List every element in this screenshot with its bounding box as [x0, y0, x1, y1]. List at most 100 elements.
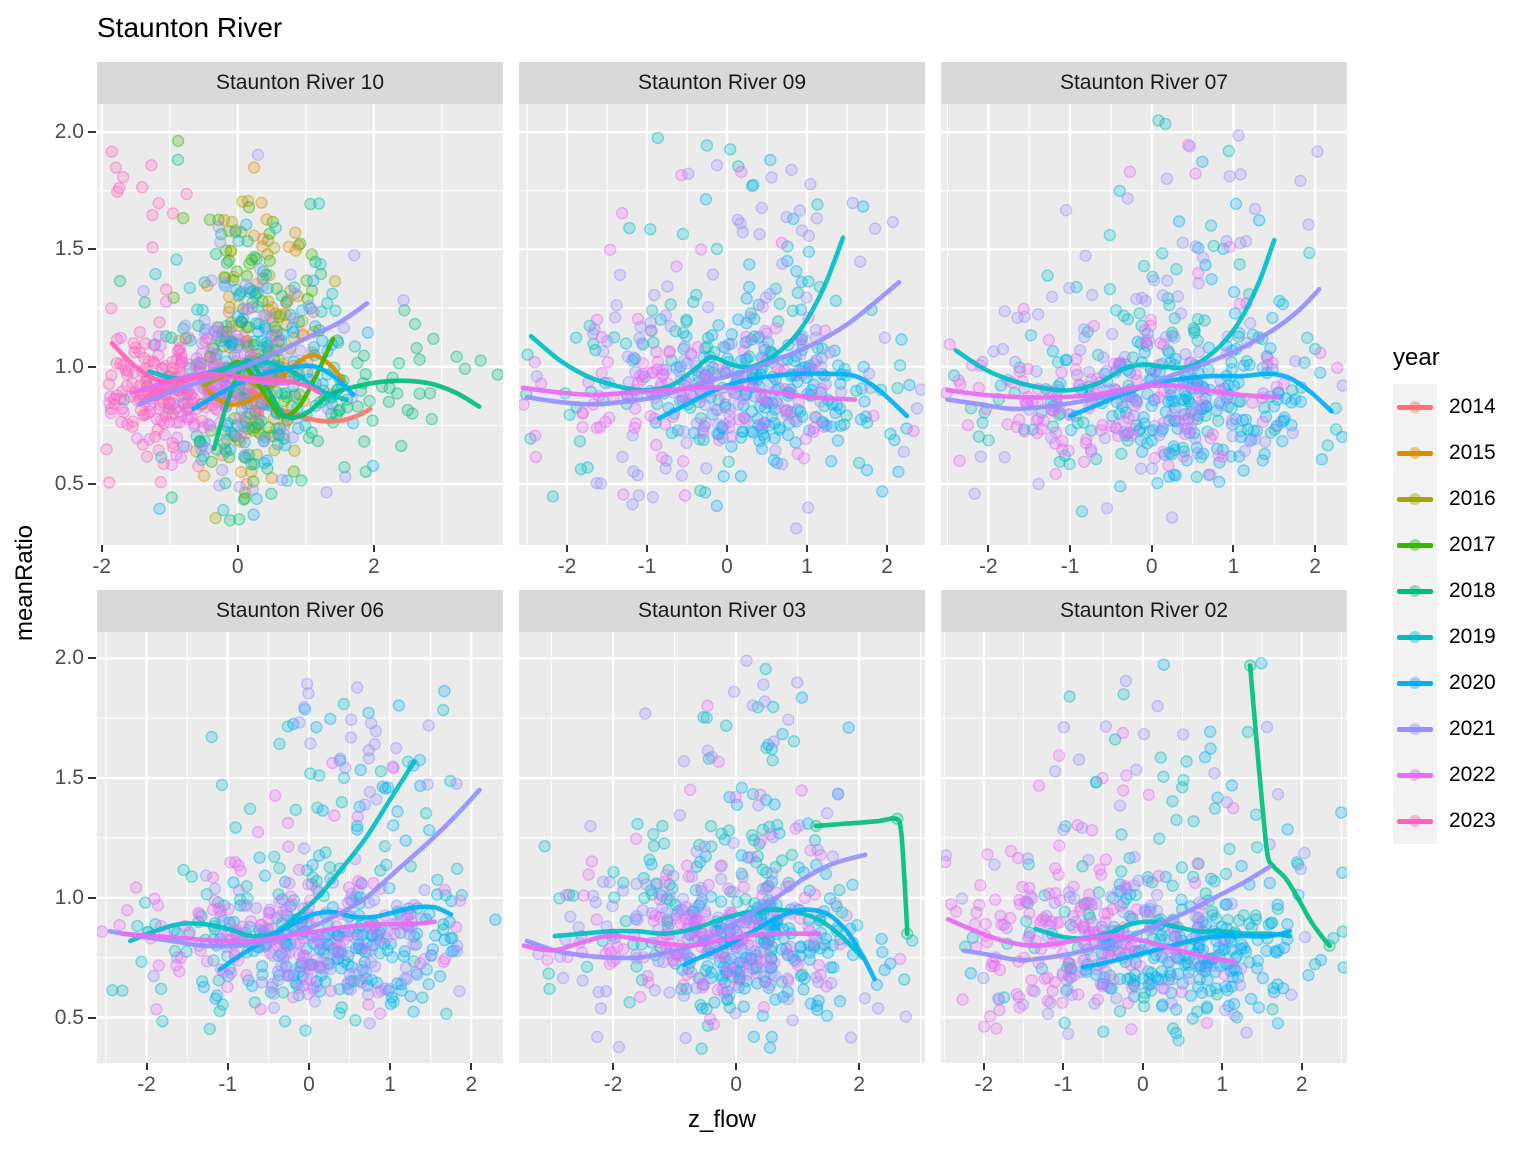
legend-label: 2015 [1449, 441, 1496, 464]
x-tick-label: -2 [557, 555, 577, 578]
y-tick-label: 0.5 [54, 1005, 84, 1029]
legend-point-icon [1409, 631, 1421, 643]
legend-line-icon [1397, 773, 1433, 778]
x-tick-label: -1 [637, 555, 657, 578]
x-tick-label: 1 [1227, 555, 1240, 578]
x-tick-label: 0 [231, 555, 244, 578]
x-axis-title: z_flow [687, 1106, 757, 1133]
legend-label: 2017 [1449, 533, 1496, 556]
scatter-points-2020 [168, 684, 502, 1018]
x-tick-label: 0 [721, 555, 733, 578]
scatter-points-2020 [645, 691, 897, 1054]
scatter-points-2020 [643, 153, 916, 513]
legend-item-2019: 2019 [1393, 614, 1536, 660]
x-tick-mark [372, 545, 375, 552]
x-tick-mark [646, 545, 648, 552]
facet-panel-svg [519, 104, 925, 545]
smooth-line-2018 [813, 816, 910, 936]
facet-panel-svg [941, 632, 1347, 1063]
x-tick-mark [886, 545, 888, 552]
x-tick-mark [1221, 1063, 1224, 1070]
x-tick-label: 2 [853, 1073, 866, 1096]
legend-key-swatch [1393, 384, 1437, 430]
x-tick-label: 2 [881, 555, 893, 578]
facet-panel-svg [97, 632, 503, 1063]
legend-line-icon [1397, 819, 1433, 824]
legend-point-icon [1409, 585, 1421, 597]
legend-line-icon [1397, 405, 1433, 410]
x-tick-mark [1300, 1063, 1303, 1070]
x-tick-label: 0 [1136, 1073, 1149, 1096]
legend-item-2014: 2014 [1393, 384, 1536, 430]
x-tick-mark [858, 1063, 861, 1070]
x-tick-label: 0 [303, 1073, 315, 1096]
legend-point-icon [1409, 723, 1421, 735]
legend-line-icon [1397, 497, 1433, 502]
legend-key-swatch [1393, 476, 1437, 522]
facet-strip: Staunton River 06 [97, 590, 503, 632]
legend-item-2015: 2015 [1393, 430, 1536, 476]
x-tick-mark [1062, 1063, 1065, 1070]
x-tick-label: 1 [801, 555, 813, 578]
y-tick-mark [88, 657, 96, 660]
facet-panel-svg [941, 104, 1347, 545]
smooth-line-2019 [953, 237, 1277, 393]
legend-title: year [1393, 344, 1440, 371]
x-tick-mark [1141, 1063, 1144, 1070]
legend-key-swatch [1393, 798, 1437, 844]
smooth-line-2020 [681, 907, 877, 982]
x-tick-mark [612, 1063, 615, 1070]
x-tick-label: 1 [384, 1073, 396, 1096]
legend-key-swatch [1393, 522, 1437, 568]
smooth-line-2023 [109, 341, 322, 395]
legend-label: 2023 [1449, 809, 1496, 832]
legend-point-icon [1409, 401, 1421, 413]
legend-label: 2018 [1449, 579, 1496, 602]
scatter-points-2019 [538, 662, 919, 1055]
legend: year 2014 2015 2016 2017 2018 2019 2020 2021 202… [1393, 344, 1536, 844]
legend-item-2017: 2017 [1393, 522, 1536, 568]
legend-item-2023: 2023 [1393, 798, 1536, 844]
smooth-line-2022 [119, 919, 438, 944]
legend-key-swatch [1393, 706, 1437, 752]
y-tick-mark [88, 1016, 96, 1019]
legend-label: 2019 [1449, 625, 1496, 648]
facet-strip-label: Staunton River 06 [215, 599, 385, 622]
legend-item-2021: 2021 [1393, 706, 1536, 752]
y-tick-label: 1.0 [54, 885, 84, 909]
smooth-line-2022 [945, 383, 1281, 400]
y-tick-label: 1.5 [54, 766, 84, 790]
x-tick-label: -1 [1060, 555, 1080, 578]
plot-title: Staunton River [97, 12, 283, 43]
legend-line-icon [1397, 589, 1433, 594]
x-tick-label: 2 [1309, 555, 1321, 578]
x-tick-mark [100, 545, 103, 552]
x-tick-mark [982, 1063, 985, 1070]
legend-label: 2022 [1449, 763, 1496, 786]
x-tick-mark [806, 545, 808, 552]
facet-panel-svg [519, 632, 925, 1063]
y-tick-label: 1.0 [54, 354, 84, 378]
x-tick-mark [145, 1063, 148, 1070]
legend-key-swatch [1393, 430, 1437, 476]
facet-strip: Staunton River 03 [519, 590, 925, 632]
facet-strip-label: Staunton River 09 [637, 71, 807, 94]
smooth-line-2015 [204, 352, 346, 407]
legend-item-2018: 2018 [1393, 568, 1536, 614]
facet-strip: Staunton River 09 [519, 62, 925, 104]
legend-key-swatch [1393, 568, 1437, 614]
y-tick-label: 1.5 [54, 237, 84, 261]
smooth-line-2021 [524, 280, 902, 407]
facet-strip-label: Staunton River 10 [215, 71, 385, 94]
x-tick-mark [226, 1063, 229, 1070]
y-tick-mark [88, 365, 96, 368]
scatter-points-2021 [147, 677, 466, 1030]
x-tick-label: 0 [1145, 555, 1158, 578]
smooth-line-2020 [191, 363, 356, 412]
scatter-points-2019 [117, 197, 362, 517]
smooth-line-2022 [945, 917, 1237, 965]
x-tick-mark [389, 1063, 392, 1070]
x-tick-label: -2 [92, 555, 112, 578]
legend-key-swatch [1393, 660, 1437, 706]
y-tick-label: 0.5 [54, 472, 84, 495]
